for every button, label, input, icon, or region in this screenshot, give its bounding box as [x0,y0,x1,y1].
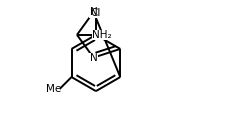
Text: NH₂: NH₂ [91,30,111,40]
FancyBboxPatch shape [92,30,111,40]
FancyBboxPatch shape [46,84,60,94]
FancyBboxPatch shape [88,53,98,62]
Text: Me: Me [46,84,61,94]
FancyBboxPatch shape [89,9,102,18]
Text: N: N [89,53,97,63]
Text: Cl: Cl [90,8,101,18]
Text: N: N [89,7,97,17]
FancyBboxPatch shape [88,7,98,17]
